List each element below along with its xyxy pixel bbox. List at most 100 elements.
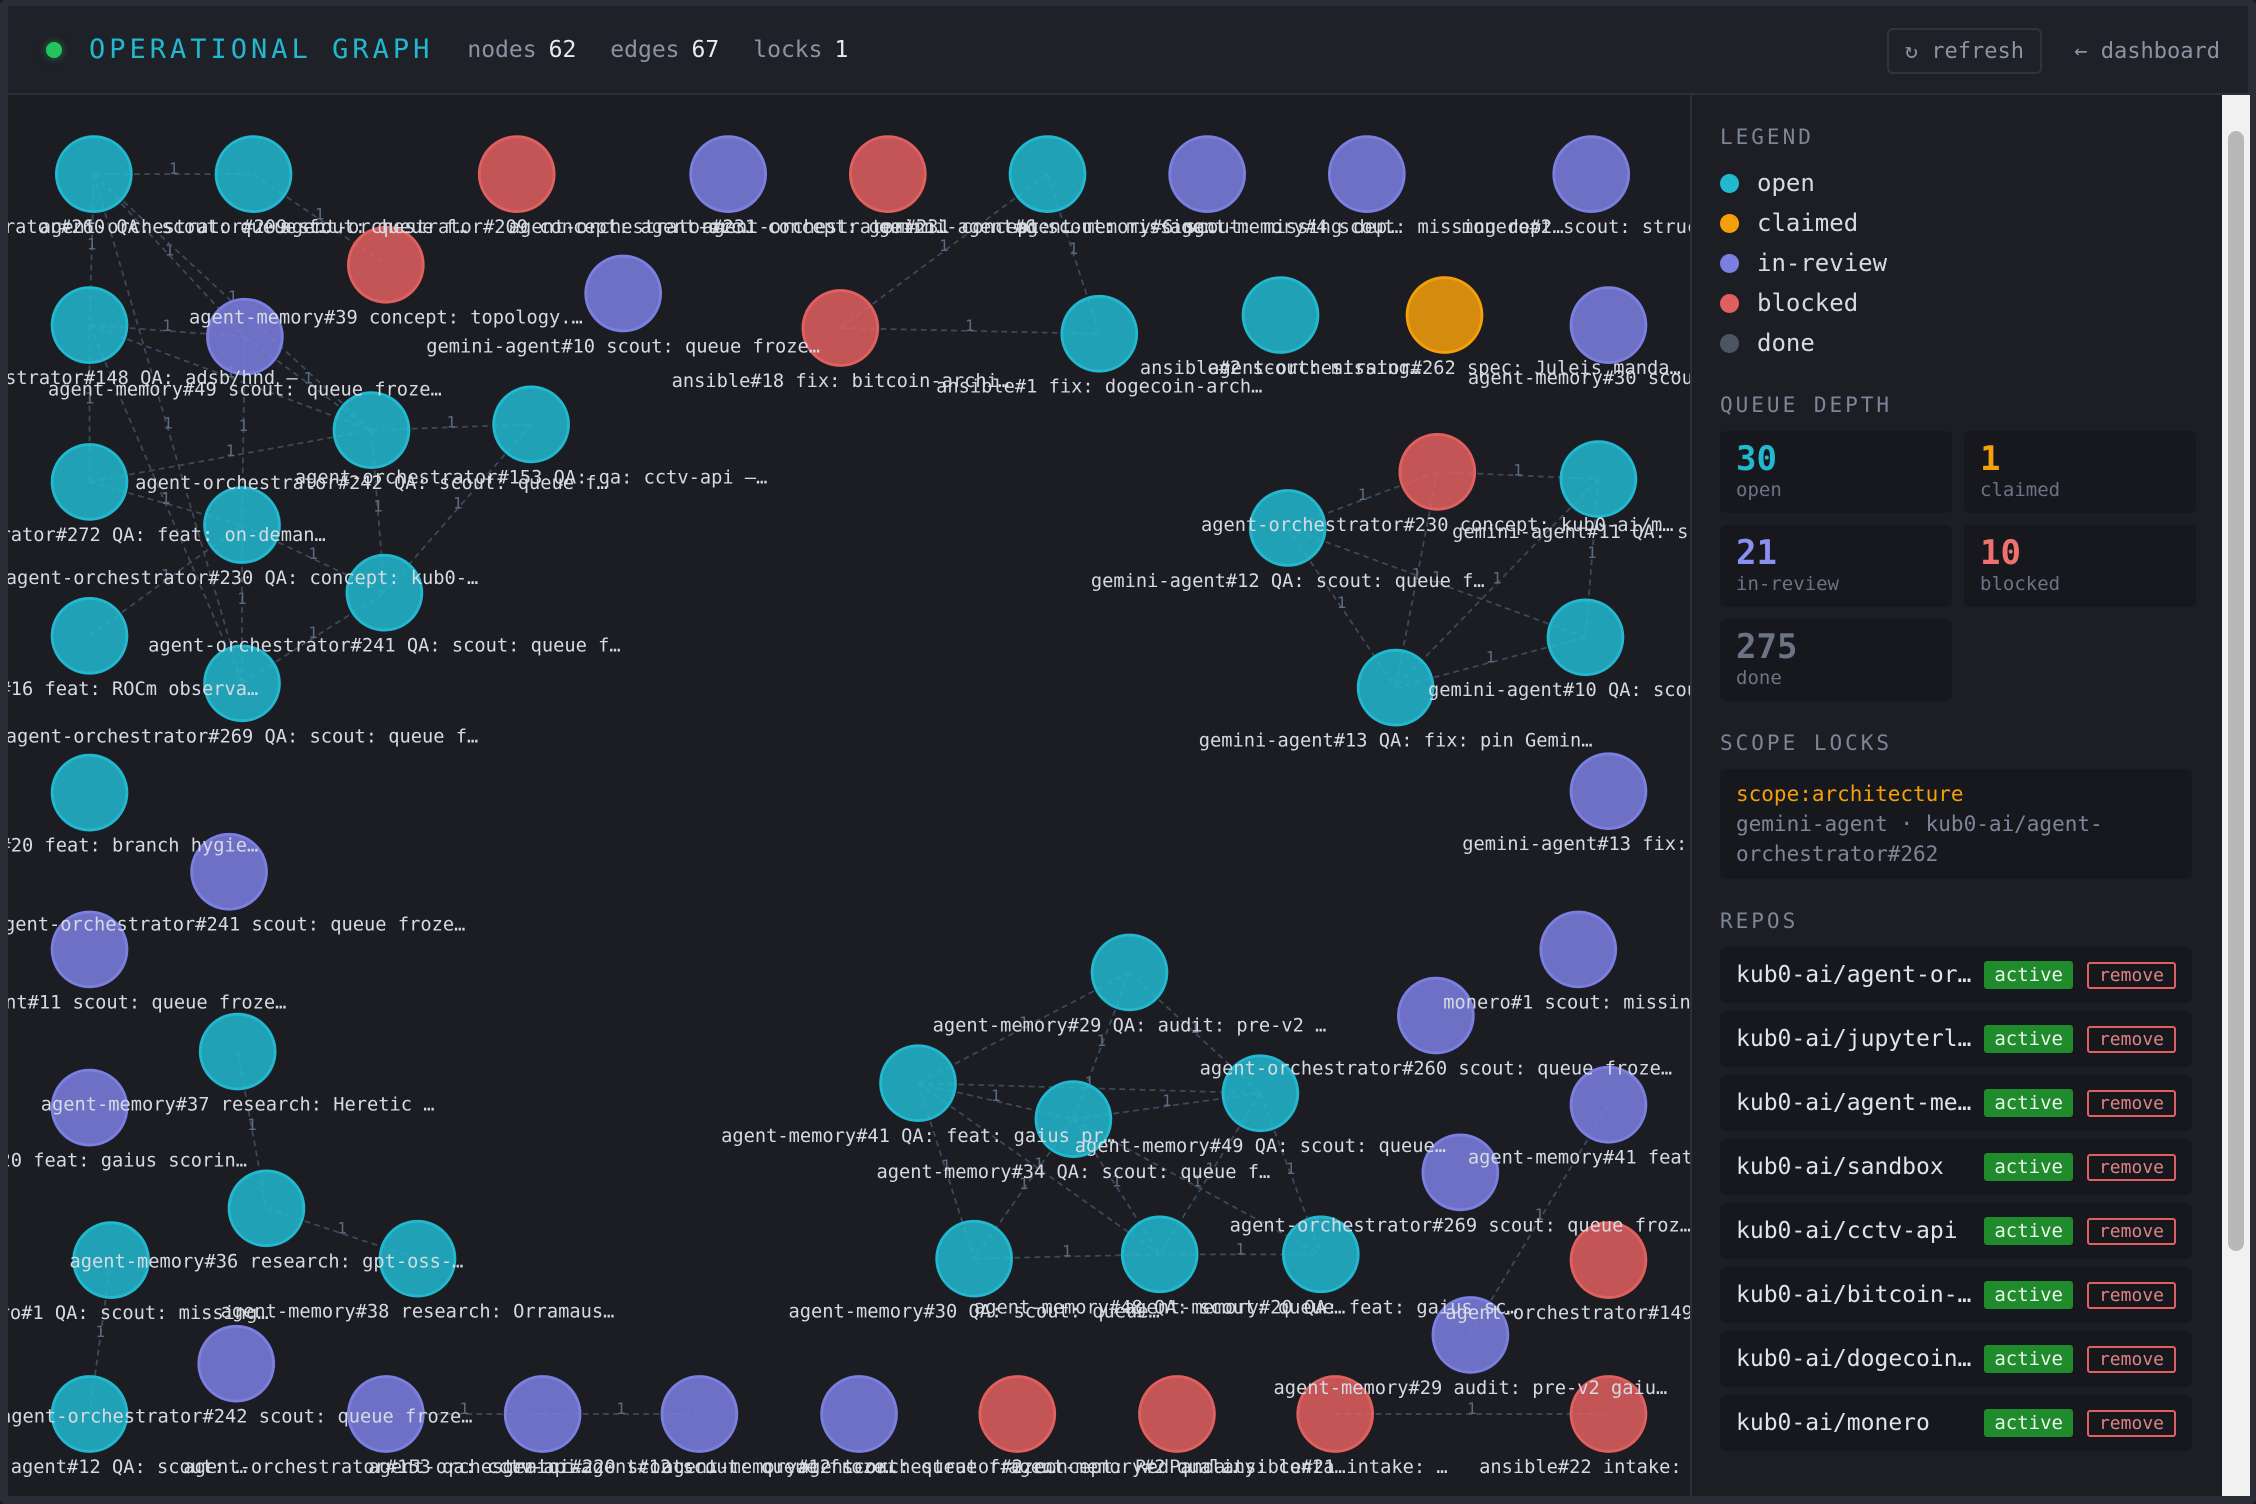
node-label: ansible#20 feat: branch hygie… <box>8 836 258 857</box>
legend-swatch <box>1720 253 1739 273</box>
edge <box>93 173 373 431</box>
node <box>584 254 663 333</box>
section-title: QUEUE DEPTH <box>1720 393 1893 417</box>
node <box>1090 933 1169 1012</box>
node-label: agent-orchestrator#262 spec: Juleis mand… <box>1208 358 1681 379</box>
remove-button[interactable]: remove <box>2086 1217 2176 1245</box>
remove-button[interactable]: remove <box>2086 1153 2176 1181</box>
edge-label: 1 <box>1535 1205 1545 1224</box>
remove-button[interactable]: remove <box>2086 1409 2176 1437</box>
edge-label: 1 <box>1467 1399 1477 1418</box>
node <box>190 832 268 911</box>
node <box>214 135 293 213</box>
queue-count: 275 <box>1736 627 1798 667</box>
repo-row: kub0-ai/cctv-api active remove <box>1720 1203 2192 1259</box>
edge-label: 1 <box>161 489 171 508</box>
node-label: monero#1 QA: scout: missing… <box>8 1303 269 1324</box>
node <box>801 289 880 367</box>
edge-label: 1 <box>1492 568 1502 587</box>
repo-row: kub0-ai/bitcoin-… active remove <box>1720 1267 2192 1323</box>
title: OPERATIONAL GRAPH <box>89 34 434 65</box>
node <box>1552 135 1631 213</box>
node-label: agent-memory#49 QA: scout: queue… <box>1075 1136 1446 1157</box>
repo-status: active <box>1984 1409 2073 1437</box>
node-label: agent-memory#49 scout: queue froze… <box>48 380 442 401</box>
node <box>849 135 927 213</box>
node-label: ansible#22 intake: sco… <box>1479 1457 1690 1478</box>
node <box>1356 648 1435 727</box>
queue-card: 10 blocked <box>1964 525 2196 607</box>
edge-label: 1 <box>161 489 171 508</box>
edge <box>917 1082 1161 1256</box>
edge-label: 1 <box>87 235 97 254</box>
repo-status: active <box>1984 1089 2073 1117</box>
repo-name: kub0-ai/dogecoin… <box>1736 1346 1972 1372</box>
node <box>1559 440 1638 518</box>
node-label: gaius#20 feat: gaius scorin… <box>8 1151 247 1172</box>
queue-count: 21 <box>1736 533 1777 573</box>
node-label: gemini-agent#13 fix: pin … <box>1462 834 1690 855</box>
queue-label: done <box>1736 667 1782 689</box>
node-label: gemini-agent#12 QA: scout: … <box>8 1457 247 1478</box>
legend-label: blocked <box>1757 289 1859 317</box>
remove-button[interactable]: remove <box>2086 1089 2176 1117</box>
node <box>1008 135 1087 213</box>
node <box>1221 1054 1300 1133</box>
queue-count: 30 <box>1736 439 1777 479</box>
legend-label: open <box>1757 169 1815 197</box>
node-label: agent-memory#12 scout: queue froze… <box>662 1457 1056 1478</box>
edge-label: 1 <box>939 236 949 255</box>
legend-label: claimed <box>1757 209 1859 237</box>
node-label: agent-memory#37 research: Heretic … <box>41 1095 435 1116</box>
node <box>197 1324 276 1403</box>
repo-name: kub0-ai/agent-or… <box>1736 962 1972 988</box>
remove-button[interactable]: remove <box>2086 1345 2176 1373</box>
edge-label: 1 <box>96 1322 106 1341</box>
remove-button[interactable]: remove <box>2086 961 2176 989</box>
dashboard-button[interactable]: ← dashboard <box>2074 38 2220 64</box>
queue-label: blocked <box>1980 573 2061 595</box>
header: OPERATIONAL GRAPH nodes 62 edges 67 locks 1 ↻… <box>8 6 2248 95</box>
node <box>378 1219 457 1298</box>
edge-label: 1 <box>1069 239 1079 258</box>
node-label: agent-orchestrator#272 QA: feat: on-dema… <box>8 525 326 546</box>
repo-name: kub0-ai/agent-me… <box>1736 1090 1972 1116</box>
edge-label: 1 <box>85 389 95 408</box>
node <box>198 1012 277 1091</box>
node-label: ansible#18 fix: bitcoin-archi… <box>672 371 1010 392</box>
section-title: REPOS <box>1720 909 1799 933</box>
edge-label: 1 <box>1034 1154 1044 1173</box>
node <box>1405 276 1484 354</box>
edge-label: 1 <box>459 1399 469 1418</box>
refresh-button[interactable]: ↻ refresh <box>1886 28 2042 74</box>
remove-button[interactable]: remove <box>2086 1025 2176 1053</box>
node-label: agent-orchestrator#148 QA: adsb/hnd — <box>8 368 298 389</box>
edge-label: 1 <box>303 368 313 387</box>
node <box>1421 1133 1500 1212</box>
edge <box>89 429 372 483</box>
edge-label: 1 <box>1412 565 1422 584</box>
queue-card: 30 open <box>1720 431 1952 513</box>
remove-button[interactable]: remove <box>2086 1281 2176 1309</box>
node <box>1546 598 1625 677</box>
edge-label: 1 <box>373 496 383 515</box>
legend-swatch <box>1720 333 1739 353</box>
queue-count: 1 <box>1980 439 2001 479</box>
edge-label: 1 <box>1190 1018 1200 1037</box>
node <box>1398 433 1477 511</box>
stat: locks 1 <box>753 36 849 63</box>
legend-swatch <box>1720 293 1739 313</box>
node <box>50 443 129 521</box>
repo-name: kub0-ai/cctv-api <box>1736 1218 1958 1244</box>
node <box>1327 135 1406 213</box>
repo-name: kub0-ai/jupyterl… <box>1736 1026 1972 1052</box>
node <box>1241 276 1320 354</box>
edge-label: 1 <box>239 416 249 435</box>
legend-swatch <box>1720 173 1739 193</box>
node <box>50 1068 129 1147</box>
edge-label: 1 <box>1192 1172 1202 1191</box>
node-label: agent-memory#29 QA: audit: pre-v2 … <box>933 1015 1327 1036</box>
node-label: agent-memory#41 feat: ga… <box>1468 1148 1690 1169</box>
edge-label: 1 <box>163 414 173 433</box>
